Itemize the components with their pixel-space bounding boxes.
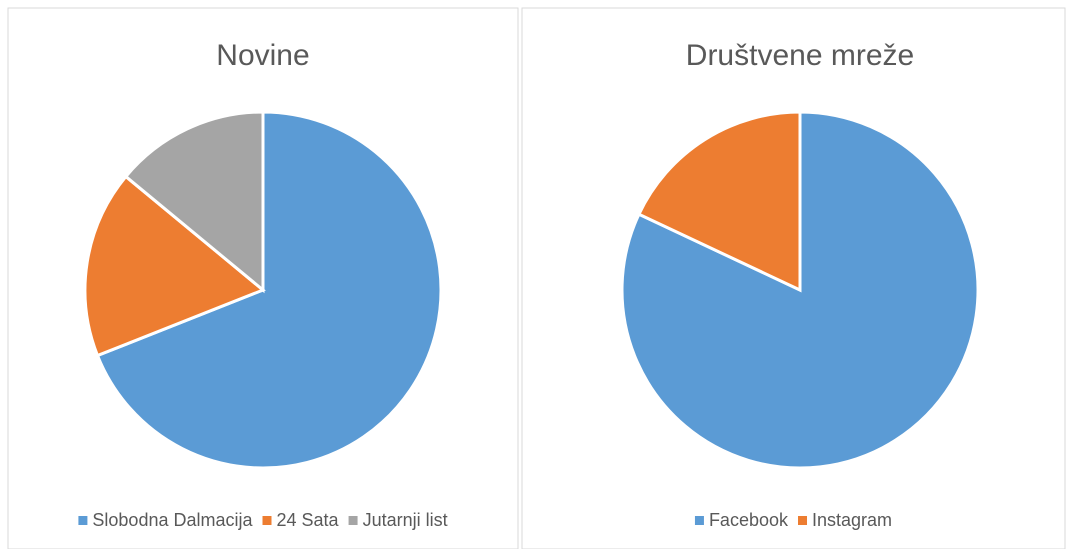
pie-slice (636, 110, 802, 293)
pie-slice (95, 110, 443, 470)
legend-swatch (262, 516, 272, 525)
pie-slice (83, 174, 266, 358)
chart-title: Društvene mreže (686, 39, 914, 72)
legend-swatch (78, 516, 88, 525)
legend-label: 24 Sata (277, 510, 340, 530)
legend-swatch (694, 516, 704, 525)
chart-title: Novine (216, 39, 309, 72)
legend-label: Jutarnji list (363, 510, 448, 530)
legend-label: Facebook (709, 510, 789, 530)
pie-slice (123, 110, 265, 294)
legend-swatch (798, 516, 808, 525)
legend-label: Instagram (812, 510, 892, 530)
legend-swatch (348, 516, 358, 525)
pie-slice (620, 110, 980, 470)
legend-label: Slobodna Dalmacija (92, 510, 253, 530)
